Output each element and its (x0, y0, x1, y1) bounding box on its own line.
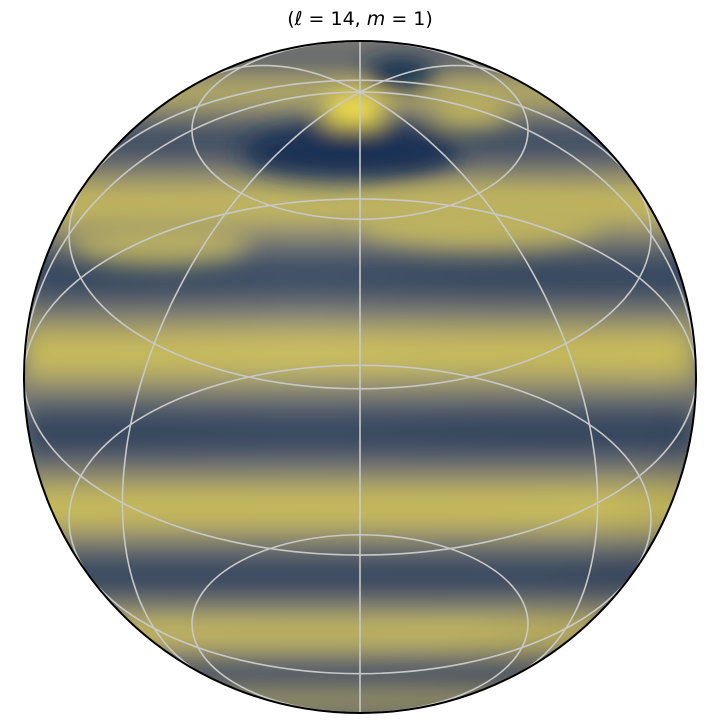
title-l-value: = 14, (303, 8, 367, 30)
graticule (24, 41, 696, 713)
graticule-meridian (200, 64, 361, 93)
graticule-meridian (24, 91, 361, 385)
title-m-value: = 1) (385, 8, 433, 30)
graticule-meridian (359, 91, 599, 677)
title-m-symbol: m (367, 8, 386, 30)
sphere-outline (23, 40, 697, 714)
graticule-meridian (121, 91, 361, 677)
title-l-symbol: ℓ (294, 8, 303, 30)
figure-title: (ℓ = 14, m = 1) (287, 8, 433, 30)
title-open: ( (287, 8, 294, 30)
graticule-meridian (359, 91, 696, 385)
graticule-meridian (359, 64, 520, 93)
